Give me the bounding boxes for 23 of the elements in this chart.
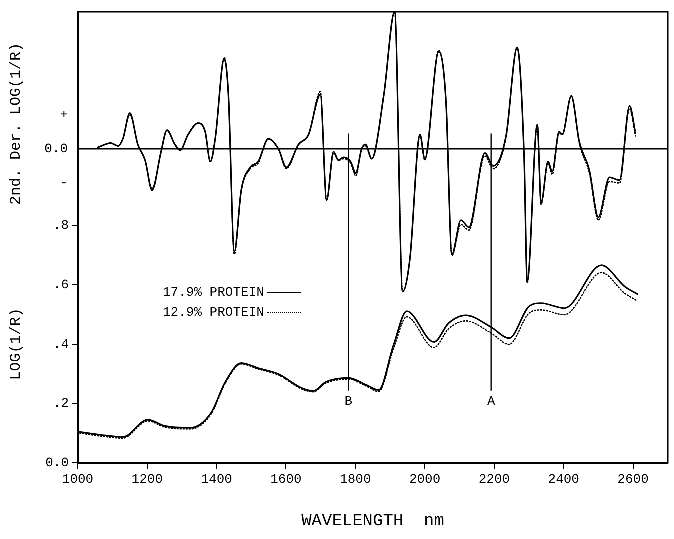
x-axis-title: WAVELENGTH nm bbox=[302, 512, 444, 532]
y-axis-title: LOG(1/R) bbox=[8, 308, 25, 380]
x-tick-label: 1600 bbox=[270, 472, 302, 488]
x-tick-label: 1800 bbox=[340, 472, 372, 488]
x-tick-label: 1200 bbox=[132, 472, 164, 488]
legend-label: 17.9% PROTEIN bbox=[163, 284, 264, 302]
legend-label: 12.9% PROTEIN bbox=[163, 304, 264, 322]
text: + bbox=[60, 107, 68, 122]
y-tick-label: .8 bbox=[53, 218, 69, 234]
y-axis-title: 2nd. Der. LOG(1/R) bbox=[8, 42, 25, 206]
ref-line-label: B bbox=[344, 394, 353, 409]
x-tick-label: 2400 bbox=[548, 472, 580, 488]
x-tick-label: 1000 bbox=[62, 472, 94, 488]
ref-line-label: A bbox=[487, 394, 496, 409]
x-tick-label: 2200 bbox=[478, 472, 510, 488]
x-tick-label: 2600 bbox=[618, 472, 649, 488]
y-tick-label: .4 bbox=[53, 336, 70, 352]
x-tick-label: 1400 bbox=[201, 472, 232, 488]
y-tick-label: .6 bbox=[53, 277, 69, 292]
text: - bbox=[60, 175, 68, 190]
y-tick-label: .2 bbox=[53, 396, 69, 412]
x-tick-label: 2000 bbox=[409, 472, 441, 488]
y-tick-label: 0.0 bbox=[46, 455, 69, 470]
